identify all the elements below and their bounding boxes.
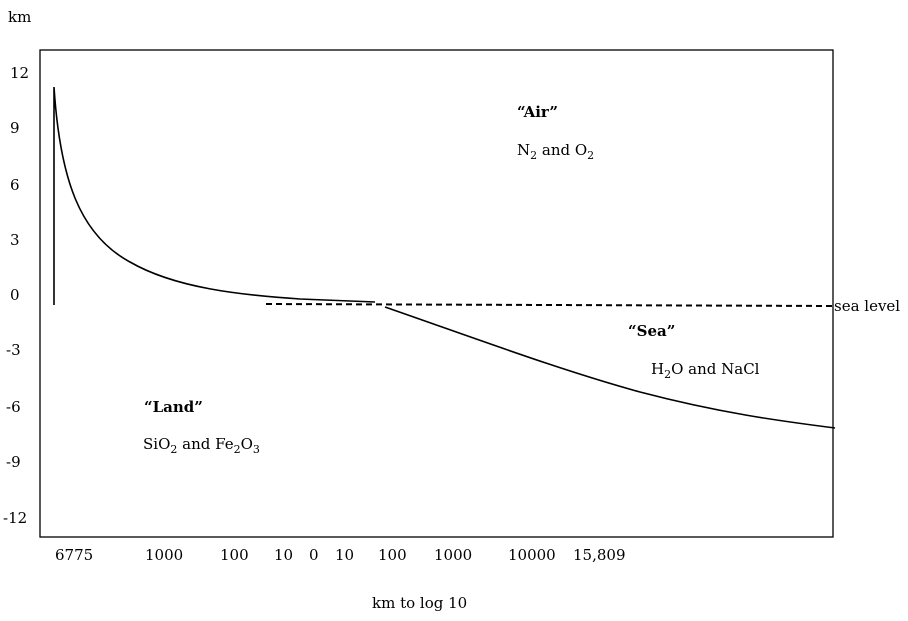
y-tick-label: 0 bbox=[10, 286, 20, 304]
land-region-annotation: “Land” SiO2 and Fe2O3 bbox=[143, 398, 260, 456]
air-region-title: “Air” bbox=[517, 103, 558, 121]
y-tick-labels: 12 9 6 3 0 -3 -6 -9 -12 bbox=[3, 64, 29, 527]
plot-frame bbox=[39, 49, 834, 538]
x-tick-label: 10000 bbox=[508, 546, 556, 564]
y-tick-label: -6 bbox=[6, 398, 21, 416]
x-tick-label: 100 bbox=[220, 546, 249, 564]
x-tick-label: 1000 bbox=[145, 546, 183, 564]
x-tick-label: 10 bbox=[274, 546, 293, 564]
sea-level-line bbox=[265, 303, 834, 307]
x-tick-label: 10 bbox=[335, 546, 354, 564]
y-tick-label: -12 bbox=[3, 509, 27, 527]
x-tick-label: 0 bbox=[309, 546, 319, 564]
ocean-curve bbox=[384, 306, 836, 429]
x-axis-label: km to log 10 bbox=[372, 594, 467, 612]
x-tick-label: 1000 bbox=[434, 546, 472, 564]
y-axis-label: km bbox=[8, 8, 31, 26]
y-tick-label: -9 bbox=[6, 453, 21, 471]
sea-region-formula: H2O and NaCl bbox=[651, 360, 760, 381]
y-tick-label: 9 bbox=[10, 119, 20, 137]
x-tick-label: 6775 bbox=[55, 546, 93, 564]
sea-level-label: sea level bbox=[834, 297, 900, 315]
y-tick-label: 6 bbox=[10, 176, 20, 194]
sea-region-annotation: “Sea” H2O and NaCl bbox=[628, 322, 760, 381]
x-tick-labels: 6775 1000 100 10 0 10 100 1000 10000 15,… bbox=[55, 546, 626, 564]
land-curve bbox=[53, 86, 376, 305]
y-tick-label: 3 bbox=[10, 231, 20, 249]
y-tick-label: 12 bbox=[10, 64, 29, 82]
x-tick-label: 100 bbox=[378, 546, 407, 564]
land-region-formula: SiO2 and Fe2O3 bbox=[143, 435, 260, 456]
y-tick-label: -3 bbox=[6, 341, 21, 359]
sea-region-title: “Sea” bbox=[628, 322, 675, 340]
air-region-formula: N2 and O2 bbox=[517, 141, 594, 162]
x-tick-label: 15,809 bbox=[573, 546, 626, 564]
air-region-annotation: “Air” N2 and O2 bbox=[517, 103, 594, 162]
land-region-title: “Land” bbox=[144, 398, 203, 416]
